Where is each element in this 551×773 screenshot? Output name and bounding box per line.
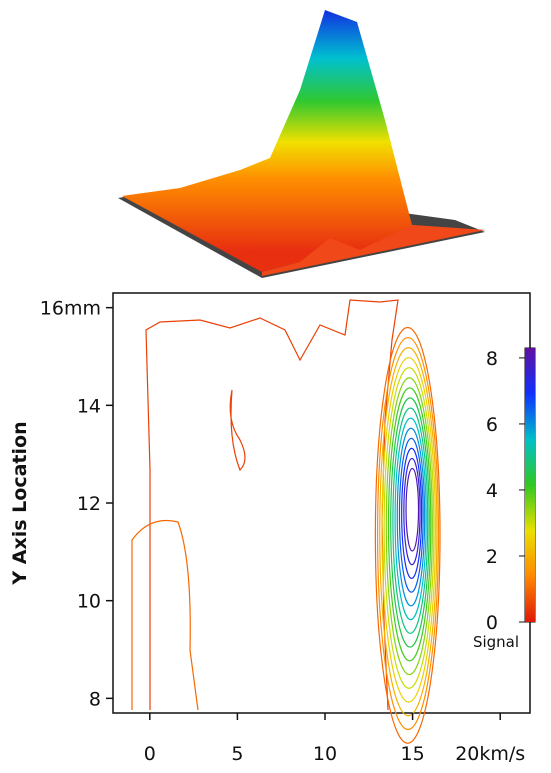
x-tick-label: 5 bbox=[231, 743, 243, 765]
x-tick-label: 10 bbox=[313, 743, 337, 765]
contour-line bbox=[394, 417, 427, 621]
plot-frame bbox=[112, 292, 531, 714]
contour-line bbox=[376, 336, 440, 731]
y-tick-label: 16mm bbox=[40, 298, 101, 320]
contour-line bbox=[379, 347, 438, 717]
contour-line bbox=[145, 299, 399, 711]
surface bbox=[122, 10, 485, 272]
x-tick-label: 15 bbox=[401, 743, 425, 765]
colorbar-label: Signal bbox=[473, 633, 519, 651]
y-tick-label: 12 bbox=[77, 493, 101, 515]
contour-line bbox=[229, 389, 246, 472]
colorbar-tick-label: 0 bbox=[486, 612, 498, 634]
contour-line bbox=[396, 427, 426, 607]
contour-line bbox=[398, 437, 424, 593]
colorbar bbox=[525, 348, 535, 622]
contour-line bbox=[381, 357, 436, 703]
contour-line bbox=[390, 397, 430, 648]
x-tick-label: 20km/s bbox=[455, 743, 525, 765]
contour-line bbox=[392, 407, 429, 634]
colorbar-tick-label: 4 bbox=[486, 480, 498, 502]
contour-line bbox=[374, 326, 441, 744]
y-tick-label: 10 bbox=[77, 591, 101, 613]
y-axis-title: Y Axis Location bbox=[9, 421, 31, 585]
contour-line bbox=[405, 467, 420, 552]
contour-line bbox=[385, 377, 433, 676]
contour-line bbox=[131, 519, 199, 711]
x-tick-label: 0 bbox=[144, 743, 156, 765]
colorbar-tick-label: 6 bbox=[486, 414, 498, 436]
colorbar-tick-label: 2 bbox=[486, 546, 498, 568]
y-tick-label: 8 bbox=[89, 688, 101, 710]
contours bbox=[131, 299, 441, 744]
contour-line bbox=[387, 387, 432, 662]
surface-ridge bbox=[262, 225, 485, 276]
colorbar-tick-label: 8 bbox=[486, 348, 498, 370]
contour-line bbox=[401, 447, 423, 579]
surface-plot bbox=[118, 10, 485, 278]
contour-line bbox=[383, 367, 435, 689]
y-tick-label: 14 bbox=[77, 395, 101, 417]
contour-line bbox=[403, 457, 421, 566]
